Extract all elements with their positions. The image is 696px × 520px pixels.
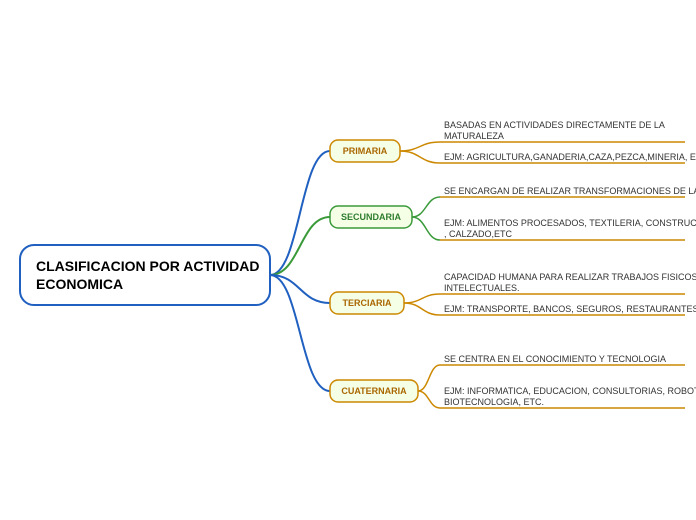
edge-primaria-leaf1 xyxy=(400,151,440,163)
leaf-text-cuaternaria-1-0: EJM: INFORMATICA, EDUCACION, CONSULTORIA… xyxy=(444,386,696,396)
leaf-text-primaria-1-0: EJM: AGRICULTURA,GANADERIA,CAZA,PEZCA,MI… xyxy=(444,152,696,162)
leaf-text-terciaria-0-1: INTELECTUALES. xyxy=(444,283,520,293)
edge-secundaria-leaf1 xyxy=(412,217,440,240)
leaf-text-terciaria-0-0: CAPACIDAD HUMANA PARA REALIZAR TRABAJOS … xyxy=(444,272,696,282)
root-text-line2: ECONOMICA xyxy=(36,276,123,292)
mindmap-canvas: CLASIFICACION POR ACTIVIDAD ECONOMICA PRIM… xyxy=(0,0,696,520)
edge-root-to-cuaternaria xyxy=(270,275,330,391)
edge-secundaria-leaf0 xyxy=(412,197,440,217)
leaf-text-cuaternaria-1-1: BIOTECNOLOGIA, ETC. xyxy=(444,397,544,407)
edge-cuaternaria-leaf0 xyxy=(418,365,440,391)
root-text-line1: CLASIFICACION POR ACTIVIDAD xyxy=(36,258,259,274)
leaf-text-cuaternaria-0-0: SE CENTRA EN EL CONOCIMIENTO Y TECNOLOGI… xyxy=(444,354,666,364)
leaf-text-terciaria-1-0: EJM: TRANSPORTE, BANCOS, SEGUROS, RESTAU… xyxy=(444,304,696,314)
edge-terciaria-leaf0 xyxy=(404,294,440,303)
leaf-text-secundaria-1-1: , CALZADO,ETC xyxy=(444,229,513,239)
edge-cuaternaria-leaf1 xyxy=(418,391,440,408)
category-label-cuaternaria: CUATERNARIA xyxy=(341,386,407,396)
edge-primaria-leaf0 xyxy=(400,142,440,151)
leaf-text-secundaria-1-0: EJM: ALIMENTOS PROCESADOS, TEXTILERIA, C… xyxy=(444,218,696,228)
category-label-terciaria: TERCIARIA xyxy=(343,298,392,308)
edge-terciaria-leaf1 xyxy=(404,303,440,315)
edge-root-to-secundaria xyxy=(270,217,330,275)
leaf-text-primaria-0-0: BASADAS EN ACTIVIDADES DIRECTAMENTE DE L… xyxy=(444,120,665,130)
category-label-secundaria: SECUNDARIA xyxy=(341,212,402,222)
root-node xyxy=(20,245,270,305)
leaf-text-secundaria-0-0: SE ENCARGAN DE REALIZAR TRANSFORMACIONES… xyxy=(444,186,696,196)
category-label-primaria: PRIMARIA xyxy=(343,146,388,156)
edge-root-to-primaria xyxy=(270,151,330,275)
leaf-text-primaria-0-1: MATURALEZA xyxy=(444,131,504,141)
